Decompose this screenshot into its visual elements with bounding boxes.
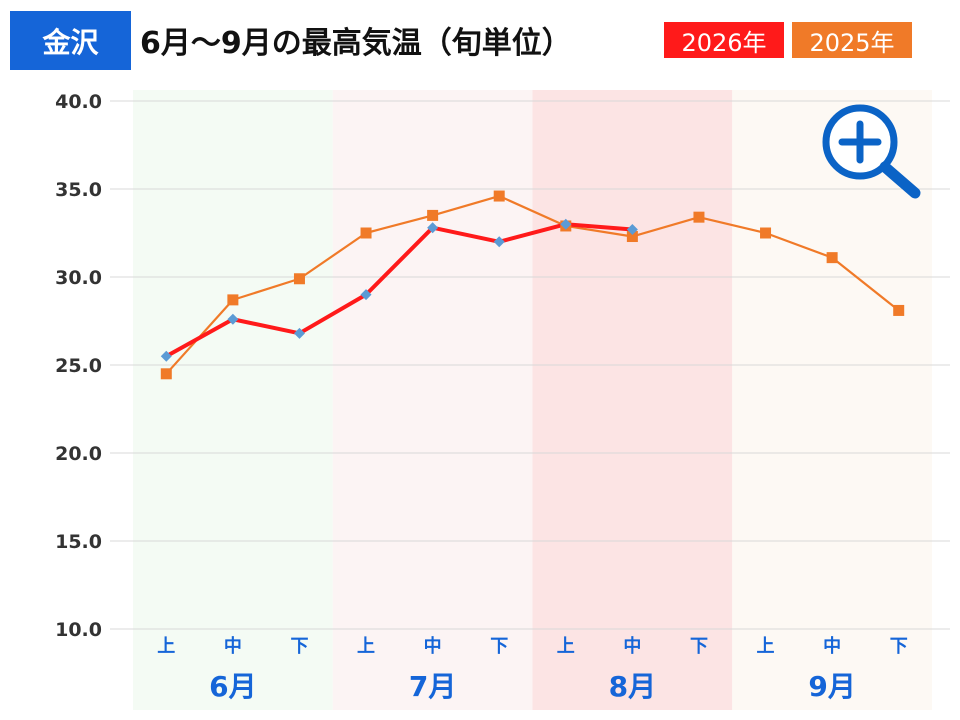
chart-title: 6月〜9月の最高気温（旬単位） [140, 26, 572, 61]
x-category-label: 中 [823, 635, 841, 657]
data-point-2026 [560, 218, 572, 230]
city-label: 金沢 [10, 11, 131, 70]
data-point-2025 [360, 227, 372, 239]
month-label: 8月 [609, 670, 656, 703]
data-point-2025 [626, 231, 638, 243]
data-point-2025 [427, 209, 439, 221]
x-category-label: 下 [490, 636, 508, 657]
data-point-2025 [893, 304, 905, 316]
data-point-2026 [160, 350, 172, 362]
data-point-2025 [760, 227, 772, 239]
y-tick-label: 15.0 [55, 531, 102, 553]
series-line-1 [165, 194, 900, 375]
y-tick-label: 20.0 [55, 443, 102, 465]
month-band-4 [732, 90, 932, 710]
y-tick-label: 10.0 [55, 619, 102, 641]
data-point-2025 [826, 252, 838, 264]
y-tick-label: 40.0 [55, 91, 102, 113]
chart-header: 金沢 6月〜9月の最高気温（旬単位） 2026年 2025年 [0, 0, 960, 78]
x-category-label: 上 [357, 636, 375, 657]
data-point-2026 [493, 236, 505, 248]
x-category-label: 下 [890, 636, 908, 657]
data-point-2025 [227, 294, 239, 306]
data-point-2025 [160, 368, 172, 380]
month-band-1 [133, 90, 333, 710]
data-point-2025 [693, 211, 705, 223]
series-line-0 [165, 222, 633, 358]
month-label: 7月 [409, 670, 456, 703]
month-band-3 [532, 90, 733, 710]
month-band-2 [332, 90, 533, 710]
y-tick-label: 35.0 [55, 179, 102, 201]
month-label: 6月 [209, 670, 256, 703]
x-category-label: 下 [690, 636, 708, 657]
month-label: 9月 [808, 670, 855, 703]
data-point-2025 [293, 273, 305, 285]
y-tick-label: 30.0 [55, 267, 102, 289]
data-point-2026 [360, 289, 372, 301]
x-category-label: 中 [224, 635, 242, 657]
data-point-2026 [626, 223, 638, 235]
data-point-2026 [227, 313, 239, 325]
legend-2025: 2025年 [792, 22, 912, 58]
x-category-label: 下 [290, 636, 308, 657]
data-point-2026 [427, 222, 439, 234]
zoom-in-icon[interactable] [818, 100, 928, 210]
x-category-label: 中 [623, 635, 641, 657]
legend-2026: 2026年 [664, 22, 784, 58]
data-point-2026 [293, 327, 305, 339]
x-category-label: 上 [557, 636, 575, 657]
x-category-label: 中 [424, 635, 442, 657]
x-category-label: 上 [157, 636, 175, 657]
y-tick-label: 25.0 [55, 355, 102, 377]
x-category-label: 上 [757, 636, 775, 657]
data-point-2025 [493, 190, 505, 202]
